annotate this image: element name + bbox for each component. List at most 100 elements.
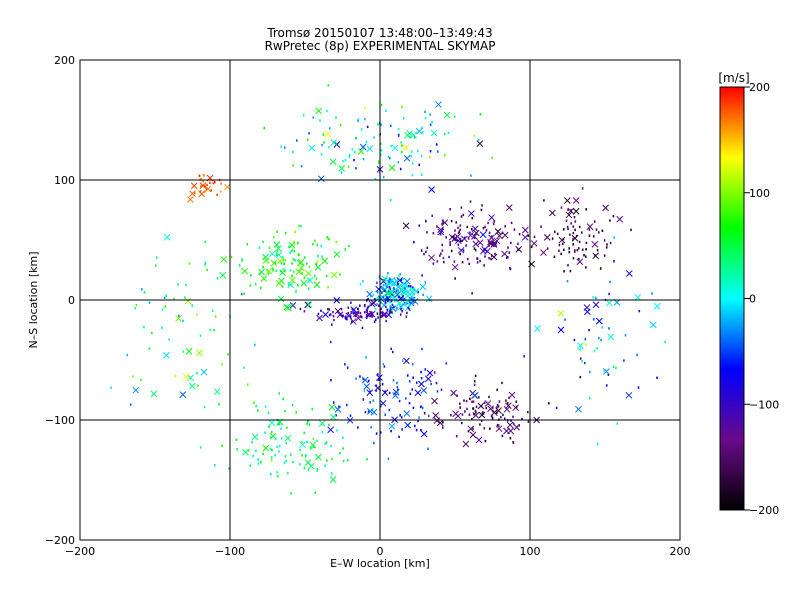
scatter-point — [373, 320, 376, 323]
scatter-cross-marker — [420, 430, 428, 438]
scatter-cross-marker — [314, 263, 322, 271]
scatter-point — [487, 221, 489, 225]
scatter-cross-marker — [284, 304, 292, 312]
scatter-cross-marker — [479, 231, 487, 239]
scatter-point — [440, 252, 442, 255]
scatter-point — [490, 257, 492, 261]
scatter-point — [332, 310, 334, 314]
scatter-cross-marker — [269, 250, 276, 258]
scatter-point — [197, 384, 199, 387]
scatter-point — [605, 246, 608, 249]
scatter-cross-marker — [595, 317, 603, 325]
scatter-cross-marker — [345, 312, 353, 320]
scatter-point — [570, 209, 572, 212]
scatter-point — [262, 452, 264, 455]
scatter-point — [413, 288, 416, 291]
scatter-cross-marker — [163, 233, 171, 241]
scatter-cross-marker — [182, 373, 190, 381]
scatter-point — [154, 264, 157, 267]
scatter-point — [366, 125, 369, 129]
scatter-point — [567, 208, 569, 211]
scatter-point — [612, 215, 615, 218]
scatter-point — [420, 249, 423, 252]
scatter-point — [430, 382, 432, 386]
scatter-point — [272, 269, 274, 272]
scatter-point — [311, 243, 314, 246]
scatter-point — [235, 438, 238, 441]
scatter-point — [461, 239, 463, 242]
scatter-point — [292, 270, 295, 273]
scatter-point — [293, 250, 296, 253]
scatter-cross-marker — [381, 275, 389, 283]
scatter-point — [510, 221, 513, 225]
scatter-point — [479, 423, 481, 426]
scatter-point — [581, 231, 583, 234]
scatter-point — [398, 435, 400, 439]
scatter-cross-marker — [557, 326, 565, 334]
scatter-point — [258, 246, 261, 249]
scatter-point — [459, 402, 461, 405]
scatter-point — [596, 347, 598, 350]
scatter-point — [188, 262, 191, 265]
scatter-point — [219, 190, 222, 193]
scatter-point — [298, 224, 300, 227]
scatter-point — [289, 251, 291, 254]
scatter-point — [579, 357, 582, 360]
scatter-point — [401, 428, 403, 431]
scatter-point — [305, 454, 307, 458]
scatter-point — [185, 283, 187, 286]
scatter-cross-marker — [488, 214, 495, 221]
scatter-point — [319, 119, 321, 122]
scatter-point — [527, 234, 530, 237]
scatter-cross-marker — [277, 257, 284, 265]
scatter-point — [441, 243, 443, 247]
scatter-point — [608, 327, 610, 330]
scatter-point — [496, 403, 499, 407]
scatter-cross-marker — [366, 145, 374, 153]
scatter-point — [134, 307, 136, 310]
scatter-point — [140, 378, 142, 381]
scatter-point — [276, 445, 278, 449]
scatter-cross-marker — [251, 433, 259, 441]
scatter-point — [407, 306, 410, 310]
scatter-cross-marker — [512, 404, 519, 412]
scatter-point — [408, 284, 410, 288]
scatter-point — [447, 131, 450, 134]
scatter-point — [380, 307, 382, 311]
scatter-point — [593, 220, 596, 223]
scatter-point — [445, 362, 448, 365]
scatter-cross-marker — [200, 368, 208, 376]
scatter-point — [263, 127, 265, 130]
scatter-cross-marker — [262, 444, 270, 452]
scatter-cross-marker — [132, 386, 140, 394]
scatter-point — [471, 292, 473, 295]
scatter-point — [395, 290, 398, 293]
scatter-cross-marker — [403, 357, 410, 365]
scatter-point — [464, 236, 466, 239]
scatter-point — [517, 242, 519, 245]
scatter-point — [395, 292, 397, 295]
scatter-point — [262, 265, 264, 269]
scatter-point — [270, 459, 273, 462]
scatter-point — [468, 413, 471, 416]
scatter-point — [357, 118, 360, 121]
scatter-cross-marker — [361, 376, 369, 384]
scatter-point — [573, 216, 576, 219]
scatter-cross-marker — [586, 223, 594, 230]
scatter-point — [241, 258, 243, 261]
scatter-point — [595, 228, 598, 231]
scatter-point — [408, 305, 410, 308]
scatter-point — [418, 163, 421, 166]
scatter-point — [295, 411, 297, 414]
scatter-cross-marker — [467, 231, 474, 239]
scatter-point — [397, 291, 399, 295]
scatter-point — [347, 312, 349, 315]
scatter-point — [348, 155, 351, 159]
scatter-cross-marker — [469, 431, 477, 439]
scatter-point — [464, 410, 466, 413]
scatter-point — [401, 105, 403, 109]
scatter-point — [449, 208, 451, 211]
scatter-point — [348, 244, 350, 248]
scatter-point — [332, 401, 335, 404]
scatter-cross-marker — [437, 226, 445, 234]
